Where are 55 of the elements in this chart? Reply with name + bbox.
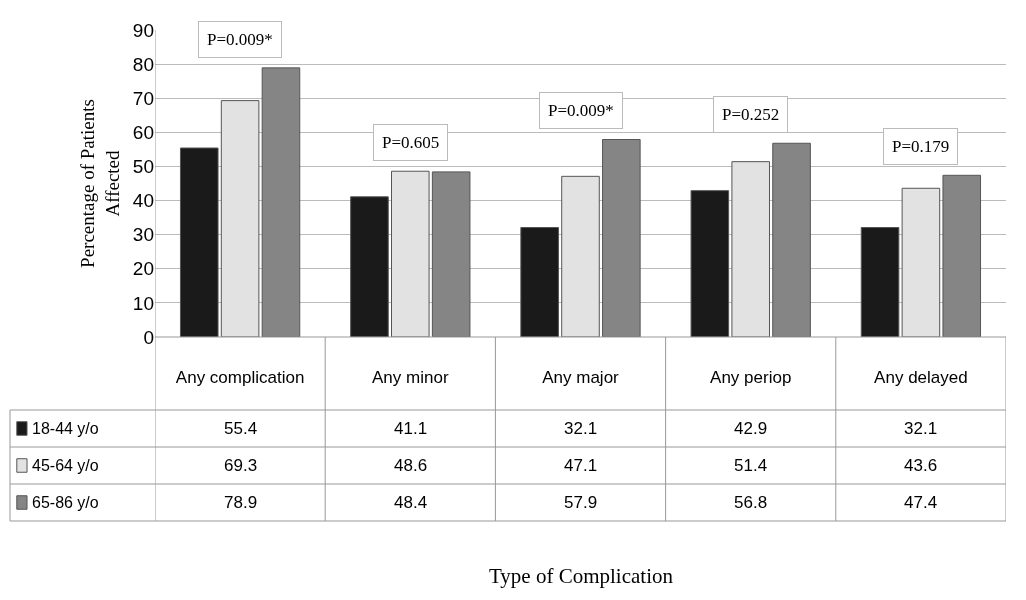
x-tick-label: Any minor xyxy=(372,368,449,387)
x-tick-label: Any complication xyxy=(175,368,305,387)
data-label: 78.9 xyxy=(224,493,258,512)
bar xyxy=(731,161,770,337)
y-tick-label: 60 xyxy=(132,121,154,143)
x-tick-label: Any delayed xyxy=(874,368,968,387)
y-tick-label: 80 xyxy=(132,53,154,75)
data-label: 47.1 xyxy=(564,456,598,475)
bar xyxy=(520,227,559,337)
y-tick-label: 50 xyxy=(132,156,154,178)
data-label: 42.9 xyxy=(734,419,768,438)
y-tick-label: 0 xyxy=(143,326,154,348)
data-label: 56.8 xyxy=(734,493,768,512)
data-label: 32.1 xyxy=(564,419,598,438)
legend-label: 65-86 y/o xyxy=(32,494,99,511)
annotation: P=0.009* xyxy=(207,30,273,49)
data-label: 47.4 xyxy=(904,493,938,512)
x-tick-label: Any periop xyxy=(710,368,792,387)
bar xyxy=(772,142,811,337)
data-label: 43.6 xyxy=(904,456,938,475)
y-tick-label: 10 xyxy=(132,292,154,314)
bar xyxy=(179,147,219,337)
data-label: 51.4 xyxy=(734,456,768,475)
data-label: 55.4 xyxy=(224,419,258,438)
bar xyxy=(391,170,430,337)
text: Type of Complication xyxy=(489,564,674,588)
annotation: P=0.605 xyxy=(382,133,440,152)
bar xyxy=(220,100,260,337)
data-label: 48.6 xyxy=(394,456,428,475)
data-label: 41.1 xyxy=(394,419,428,438)
data-label: 48.4 xyxy=(394,493,428,512)
y-tick-label: 90 xyxy=(132,19,154,41)
y-tick-label: 30 xyxy=(132,224,154,246)
bar xyxy=(602,139,641,337)
legend-label: 18-44 y/o xyxy=(32,420,99,437)
bar xyxy=(431,171,471,337)
x-tick-label: Any major xyxy=(542,368,620,387)
y-axis-title: Percentage of Patients Affected xyxy=(77,99,123,268)
annotation: P=0.179 xyxy=(892,137,950,156)
annotation: P=0.009* xyxy=(548,101,614,120)
legend-label: 45-64 y/o xyxy=(32,457,99,474)
bar xyxy=(690,190,730,337)
y-tick-label: 70 xyxy=(132,87,154,109)
bar xyxy=(261,67,301,337)
bar xyxy=(942,174,982,337)
data-label: 32.1 xyxy=(904,419,938,438)
data-label: 69.3 xyxy=(224,456,258,475)
bar xyxy=(901,187,941,337)
bar xyxy=(561,175,600,337)
annotation: P=0.252 xyxy=(722,105,780,124)
bar xyxy=(350,196,389,337)
data-label: 57.9 xyxy=(564,493,598,512)
y-tick-label: 20 xyxy=(132,258,154,280)
bar xyxy=(860,227,900,337)
y-tick-label: 40 xyxy=(132,190,154,212)
